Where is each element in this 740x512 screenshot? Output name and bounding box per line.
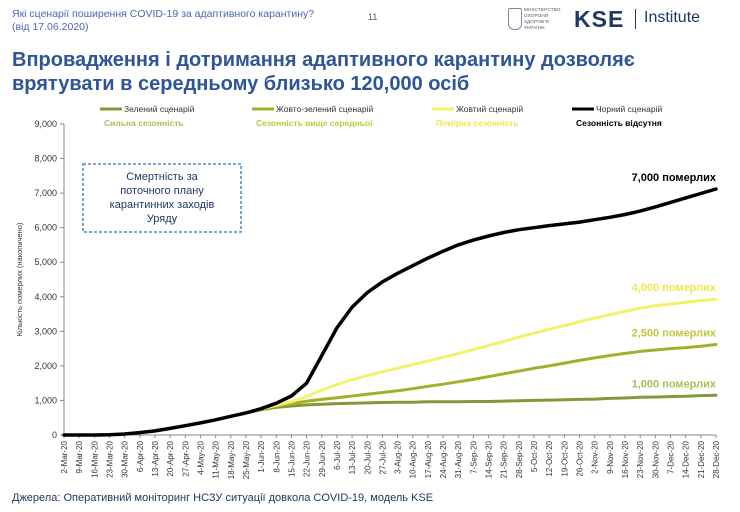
series-end-label: 4,000 померлих xyxy=(632,282,717,294)
x-tick-label: 28-Sep-20 xyxy=(515,440,524,478)
y-axis-label: Кількість померлих (накопичено) xyxy=(15,222,24,336)
annotation-box xyxy=(82,163,242,233)
x-tick-label: 12-Oct-20 xyxy=(545,440,554,476)
x-tick-label: 13-Apr-20 xyxy=(151,440,160,476)
x-tick-label: 7-Sep-20 xyxy=(469,440,478,473)
kse-logo: KSE xyxy=(574,6,625,32)
source-note: Джерела: Оперативний моніторинг НСЗУ сит… xyxy=(12,492,434,504)
x-tick-label: 19-Oct-20 xyxy=(560,440,569,476)
x-tick-label: 2-Nov-20 xyxy=(591,440,600,473)
series-line xyxy=(62,343,718,437)
x-tick-label: 10-Aug-20 xyxy=(409,440,418,478)
legend-entry: Жовто-зелений сценарій xyxy=(276,104,373,114)
x-tick-label: 28-Dec-20 xyxy=(712,440,721,478)
x-tick-label: 14-Dec-20 xyxy=(682,440,691,478)
institute-label: Institute xyxy=(644,9,701,26)
y-tick-label: 0 xyxy=(52,430,57,440)
x-tick-label: 16-Mar-20 xyxy=(90,440,99,477)
legend-subtitle: Сезонність відсутня xyxy=(576,118,662,128)
x-tick-label: 3-Aug-20 xyxy=(394,440,403,473)
x-tick-label: 21-Sep-20 xyxy=(500,440,509,478)
x-tick-label: 31-Aug-20 xyxy=(454,440,463,478)
series-end-label: 7,000 померлих xyxy=(632,172,717,184)
page-number: 11 xyxy=(368,12,378,22)
x-tick-label: 5-Oct-20 xyxy=(530,440,539,472)
x-tick-label: 4-May-20 xyxy=(196,440,205,474)
x-tick-label: 20-Apr-20 xyxy=(166,440,175,476)
legend-entry: Зелений сценарій xyxy=(124,104,195,114)
x-tick-label: 21-Dec-20 xyxy=(697,440,706,478)
y-tick-label: 3,000 xyxy=(34,326,57,336)
ministry-text: МІНІСТЕРСТВО ОХОРОНИ ЗДОРОВ'Я УКРАЇНИ xyxy=(524,7,561,31)
legend-entry: Чорний сценарій xyxy=(596,104,662,114)
legend-subtitle: Помірна сезонність xyxy=(436,118,519,128)
y-tick-label: 4,000 xyxy=(34,292,57,302)
ministry-line: МІНІСТЕРСТВО xyxy=(524,7,561,12)
x-tick-label: 22-Jun-20 xyxy=(303,440,312,477)
legend-subtitle: Сильна сезонність xyxy=(104,118,184,128)
x-tick-label: 2-Mar-20 xyxy=(60,440,69,473)
x-tick-label: 9-Mar-20 xyxy=(75,440,84,473)
x-tick-label: 18-May-20 xyxy=(227,440,236,479)
annotation-text: Смертність за xyxy=(126,171,198,183)
slide-title: Впровадження і дотримання адаптивного ка… xyxy=(12,49,635,95)
x-tick-label: 17-Aug-20 xyxy=(424,440,433,478)
x-tick-label: 27-Jul-20 xyxy=(378,440,387,474)
legend-entry: Жовтий сценарій xyxy=(456,104,523,114)
y-tick-label: 1,000 xyxy=(34,395,57,405)
x-tick-label: 29-Jun-20 xyxy=(318,440,327,477)
series-line xyxy=(62,187,718,437)
series-line xyxy=(62,297,718,437)
ministry-line: ЗДОРОВ'Я xyxy=(524,19,549,24)
ministry-logo: МІНІСТЕРСТВО ОХОРОНИ ЗДОРОВ'Я УКРАЇНИ xyxy=(508,6,568,38)
x-tick-label: 15-Jun-20 xyxy=(287,440,296,477)
x-tick-label: 8-Jun-20 xyxy=(272,440,281,472)
y-tick-label: 7,000 xyxy=(34,188,57,198)
x-tick-label: 23-Mar-20 xyxy=(105,440,114,477)
annotation-text: поточного плану xyxy=(120,185,204,197)
x-tick-label: 25-May-20 xyxy=(242,440,251,479)
header-question-block: Які сценарії поширення COVID-19 за адапт… xyxy=(12,8,314,34)
x-tick-label: 16-Nov-20 xyxy=(621,440,630,478)
x-tick-label: 30-Mar-20 xyxy=(121,440,130,477)
x-tick-label: 13-Jul-20 xyxy=(348,440,357,474)
series-end-label: 2,500 померлих xyxy=(632,327,717,339)
x-tick-label: 7-Dec-20 xyxy=(667,440,676,473)
line-chart: 0 1,000 2,000 3,000 4,000 5,000 6,000 7,000 8,00… xyxy=(15,104,721,479)
header-question: Які сценарії поширення COVID-19 за адапт… xyxy=(12,8,315,20)
legend-subtitle: Сезонність вище середньої xyxy=(256,118,373,128)
header-date: (від 17.06.2020) xyxy=(12,21,89,33)
trident-emblem-icon xyxy=(508,8,522,30)
ministry-line: УКРАЇНИ xyxy=(524,25,545,30)
y-tick-label: 6,000 xyxy=(34,223,57,233)
x-tick-label: 1-Jun-20 xyxy=(257,440,266,472)
x-tick-label: 9-Nov-20 xyxy=(606,440,615,473)
x-tick-label: 6-Apr-20 xyxy=(136,440,145,472)
x-tick-label: 30-Nov-20 xyxy=(651,440,660,478)
x-tick-label: 27-Apr-20 xyxy=(181,440,190,476)
y-tick-label: 9,000 xyxy=(34,119,57,129)
x-tick-label: 26-Oct-20 xyxy=(576,440,585,476)
annotation-text: карантинних заходів xyxy=(110,199,215,211)
x-tick-label: 14-Sep-20 xyxy=(485,440,494,478)
x-tick-label: 6-Jul-20 xyxy=(333,440,342,469)
annotation-text: Уряду xyxy=(147,213,178,225)
y-tick-label: 5,000 xyxy=(34,257,57,267)
y-tick-label: 2,000 xyxy=(34,361,57,371)
logo-divider xyxy=(635,9,636,29)
x-tick-label: 24-Aug-20 xyxy=(439,440,448,478)
x-tick-label: 23-Nov-20 xyxy=(636,440,645,478)
ministry-line: ОХОРОНИ xyxy=(524,13,549,18)
x-tick-label: 11-May-20 xyxy=(212,440,221,478)
y-tick-label: 8,000 xyxy=(34,154,57,164)
x-tick-label: 20-Jul-20 xyxy=(363,440,372,474)
series-end-label: 1,000 померлих xyxy=(632,378,717,390)
